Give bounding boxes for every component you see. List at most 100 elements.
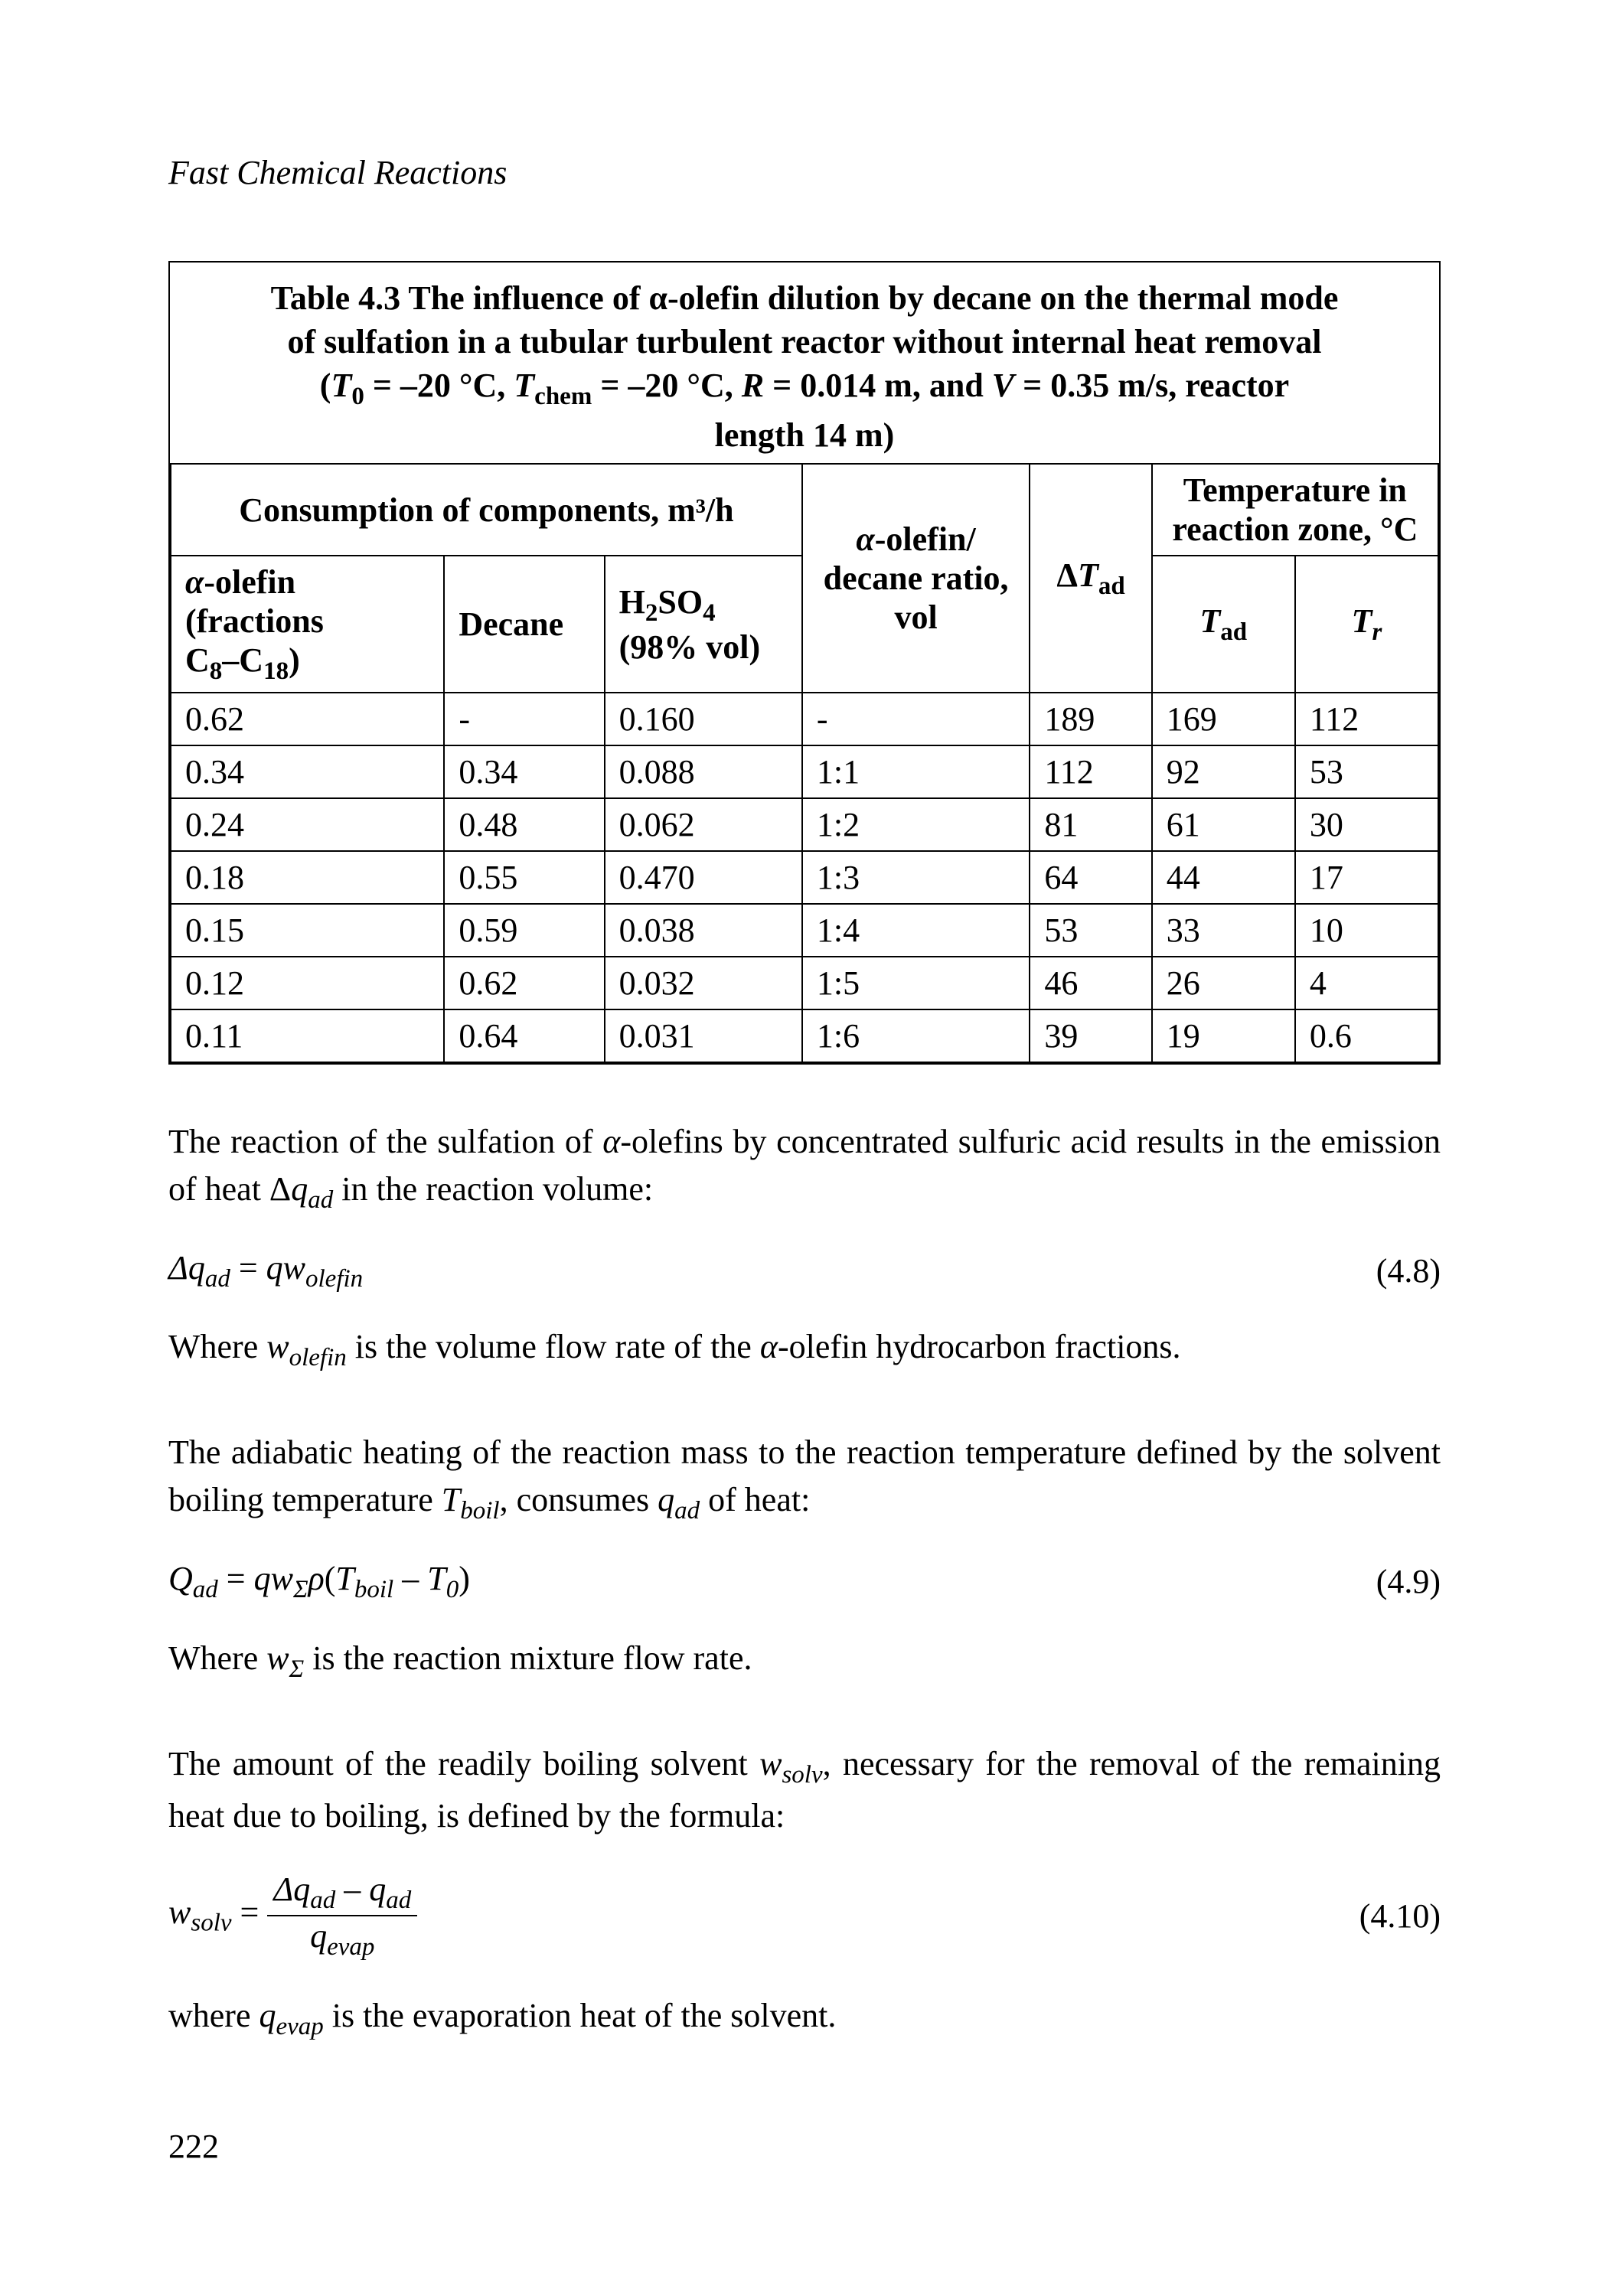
header-ratio: α-olefin/decane ratio,vol — [802, 464, 1030, 693]
cell-h2so4: 0.470 — [605, 851, 802, 904]
cell-olefin: 0.18 — [171, 851, 444, 904]
paragraph-4: Where wΣ is the reaction mixture flow ra… — [168, 1635, 1441, 1687]
paragraph-1: The reaction of the sulfation of α-olefi… — [168, 1118, 1441, 1218]
p5a: The amount of the readily boiling solven… — [168, 1745, 759, 1782]
cell-dtad: 46 — [1030, 957, 1151, 1009]
cell-h2so4: 0.160 — [605, 693, 802, 745]
p6a: where — [168, 1997, 259, 2034]
cell-olefin: 0.15 — [171, 904, 444, 957]
eq2-number: (4.9) — [1376, 1562, 1441, 1601]
cell-tad: 26 — [1152, 957, 1295, 1009]
cell-decane: 0.62 — [444, 957, 604, 1009]
cell-olefin: 0.34 — [171, 745, 444, 798]
cell-decane: 0.59 — [444, 904, 604, 957]
cell-ratio: 1:3 — [802, 851, 1030, 904]
cell-olefin: 0.12 — [171, 957, 444, 1009]
cell-dtad: 189 — [1030, 693, 1151, 745]
eq1-number: (4.8) — [1376, 1251, 1441, 1290]
p2c: -olefin hydrocarbon fractions. — [778, 1328, 1181, 1365]
table-title-line-2: of sulfation in a tubular turbulent reac… — [288, 323, 1322, 360]
table-row: 0.11 0.64 0.031 1:6 39 19 0.6 — [171, 1009, 1438, 1062]
cell-tad: 92 — [1152, 745, 1295, 798]
cell-ratio: 1:6 — [802, 1009, 1030, 1062]
cell-tr: 0.6 — [1295, 1009, 1438, 1062]
eq2-expr: Qad = qwΣρ(Tboil – T0) — [168, 1559, 470, 1604]
cell-decane: - — [444, 693, 604, 745]
cell-h2so4: 0.032 — [605, 957, 802, 1009]
w-solv-symbol: wsolv — [759, 1745, 823, 1782]
cell-h2so4: 0.038 — [605, 904, 802, 957]
fraction: Δqad – qad qevap — [267, 1870, 417, 1962]
cell-olefin: 0.62 — [171, 693, 444, 745]
cell-decane: 0.55 — [444, 851, 604, 904]
cell-h2so4: 0.088 — [605, 745, 802, 798]
running-head: Fast Chemical Reactions — [168, 153, 1441, 192]
cell-ratio: - — [802, 693, 1030, 745]
cell-tad: 61 — [1152, 798, 1295, 851]
cell-tad: 169 — [1152, 693, 1295, 745]
header-h2so4: H2SO4(98% vol) — [605, 556, 802, 693]
q-ad-symbol: qad — [291, 1170, 333, 1208]
p3c: of heat: — [700, 1481, 810, 1518]
table-header-row-1: Consumption of components, m³/h α-olefin… — [171, 464, 1438, 556]
header-tr: Tr — [1295, 556, 1438, 693]
t-boil-symbol: Tboil — [442, 1481, 500, 1518]
eq1-expr: Δqad = qwolefin — [168, 1248, 363, 1293]
cell-ratio: 1:2 — [802, 798, 1030, 851]
cell-decane: 0.48 — [444, 798, 604, 851]
cell-dtad: 53 — [1030, 904, 1151, 957]
cell-dtad: 112 — [1030, 745, 1151, 798]
cell-ratio: 1:5 — [802, 957, 1030, 1009]
cell-tr: 4 — [1295, 957, 1438, 1009]
table-row: 0.12 0.62 0.032 1:5 46 26 4 — [171, 957, 1438, 1009]
cell-tad: 33 — [1152, 904, 1295, 957]
cell-dtad: 39 — [1030, 1009, 1151, 1062]
paragraph-5: The amount of the readily boiling solven… — [168, 1740, 1441, 1840]
cell-tad: 44 — [1152, 851, 1295, 904]
paragraph-2: Where wolefin is the volume flow rate of… — [168, 1323, 1441, 1375]
p4a: Where — [168, 1639, 266, 1677]
cell-decane: 0.64 — [444, 1009, 604, 1062]
header-consumption: Consumption of components, m³/h — [171, 464, 802, 556]
table-title-line-1: Table 4.3 The influence of α-olefin dilu… — [271, 279, 1339, 317]
page-number: 222 — [168, 2127, 219, 2166]
cell-h2so4: 0.031 — [605, 1009, 802, 1062]
p1c: in the reaction volume: — [333, 1170, 653, 1208]
w-olefin-symbol: wolefin — [266, 1328, 347, 1365]
p1a: The reaction of the sulfation of — [168, 1123, 602, 1160]
w-sigma-symbol: wΣ — [266, 1639, 304, 1677]
header-olefin: α-olefin (fractionsC8–C18) — [171, 556, 444, 693]
cell-tr: 10 — [1295, 904, 1438, 957]
table-container: Table 4.3 The influence of α-olefin dilu… — [168, 261, 1441, 1065]
eq3-number: (4.10) — [1359, 1896, 1441, 1936]
cell-tr: 17 — [1295, 851, 1438, 904]
cell-tr: 112 — [1295, 693, 1438, 745]
cell-olefin: 0.24 — [171, 798, 444, 851]
equation-4-8: Δqad = qwolefin (4.8) — [168, 1248, 1441, 1293]
p2a: Where — [168, 1328, 266, 1365]
cell-tr: 30 — [1295, 798, 1438, 851]
table-body: 0.62 - 0.160 - 189 169 112 0.34 0.34 0.0… — [171, 693, 1438, 1062]
header-tad: Tad — [1152, 556, 1295, 693]
table-row: 0.34 0.34 0.088 1:1 112 92 53 — [171, 745, 1438, 798]
cell-h2so4: 0.062 — [605, 798, 802, 851]
table-row: 0.15 0.59 0.038 1:4 53 33 10 — [171, 904, 1438, 957]
cell-dtad: 64 — [1030, 851, 1151, 904]
header-dtad: ΔTad — [1030, 464, 1151, 693]
data-table: Consumption of components, m³/h α-olefin… — [170, 463, 1439, 1063]
q-evap-symbol: qevap — [259, 1997, 324, 2034]
p2b: is the volume flow rate of the — [347, 1328, 760, 1365]
table-title-line-3: (T0 = –20 °C, Tchem = –20 °C, R = 0.014 … — [320, 367, 1289, 404]
cell-dtad: 81 — [1030, 798, 1151, 851]
paragraph-6: where qevap is the evaporation heat of t… — [168, 1992, 1441, 2044]
cell-tad: 19 — [1152, 1009, 1295, 1062]
header-decane: Decane — [444, 556, 604, 693]
equation-4-10: wsolv = Δqad – qad qevap (4.10) — [168, 1870, 1441, 1962]
header-temp-zone: Temperature in reaction zone, °C — [1152, 464, 1438, 556]
paragraph-3: The adiabatic heating of the reaction ma… — [168, 1429, 1441, 1528]
alpha-symbol-2: α — [760, 1328, 778, 1365]
table-title-line-4: length 14 m) — [715, 416, 895, 454]
cell-tr: 53 — [1295, 745, 1438, 798]
cell-ratio: 1:4 — [802, 904, 1030, 957]
cell-ratio: 1:1 — [802, 745, 1030, 798]
